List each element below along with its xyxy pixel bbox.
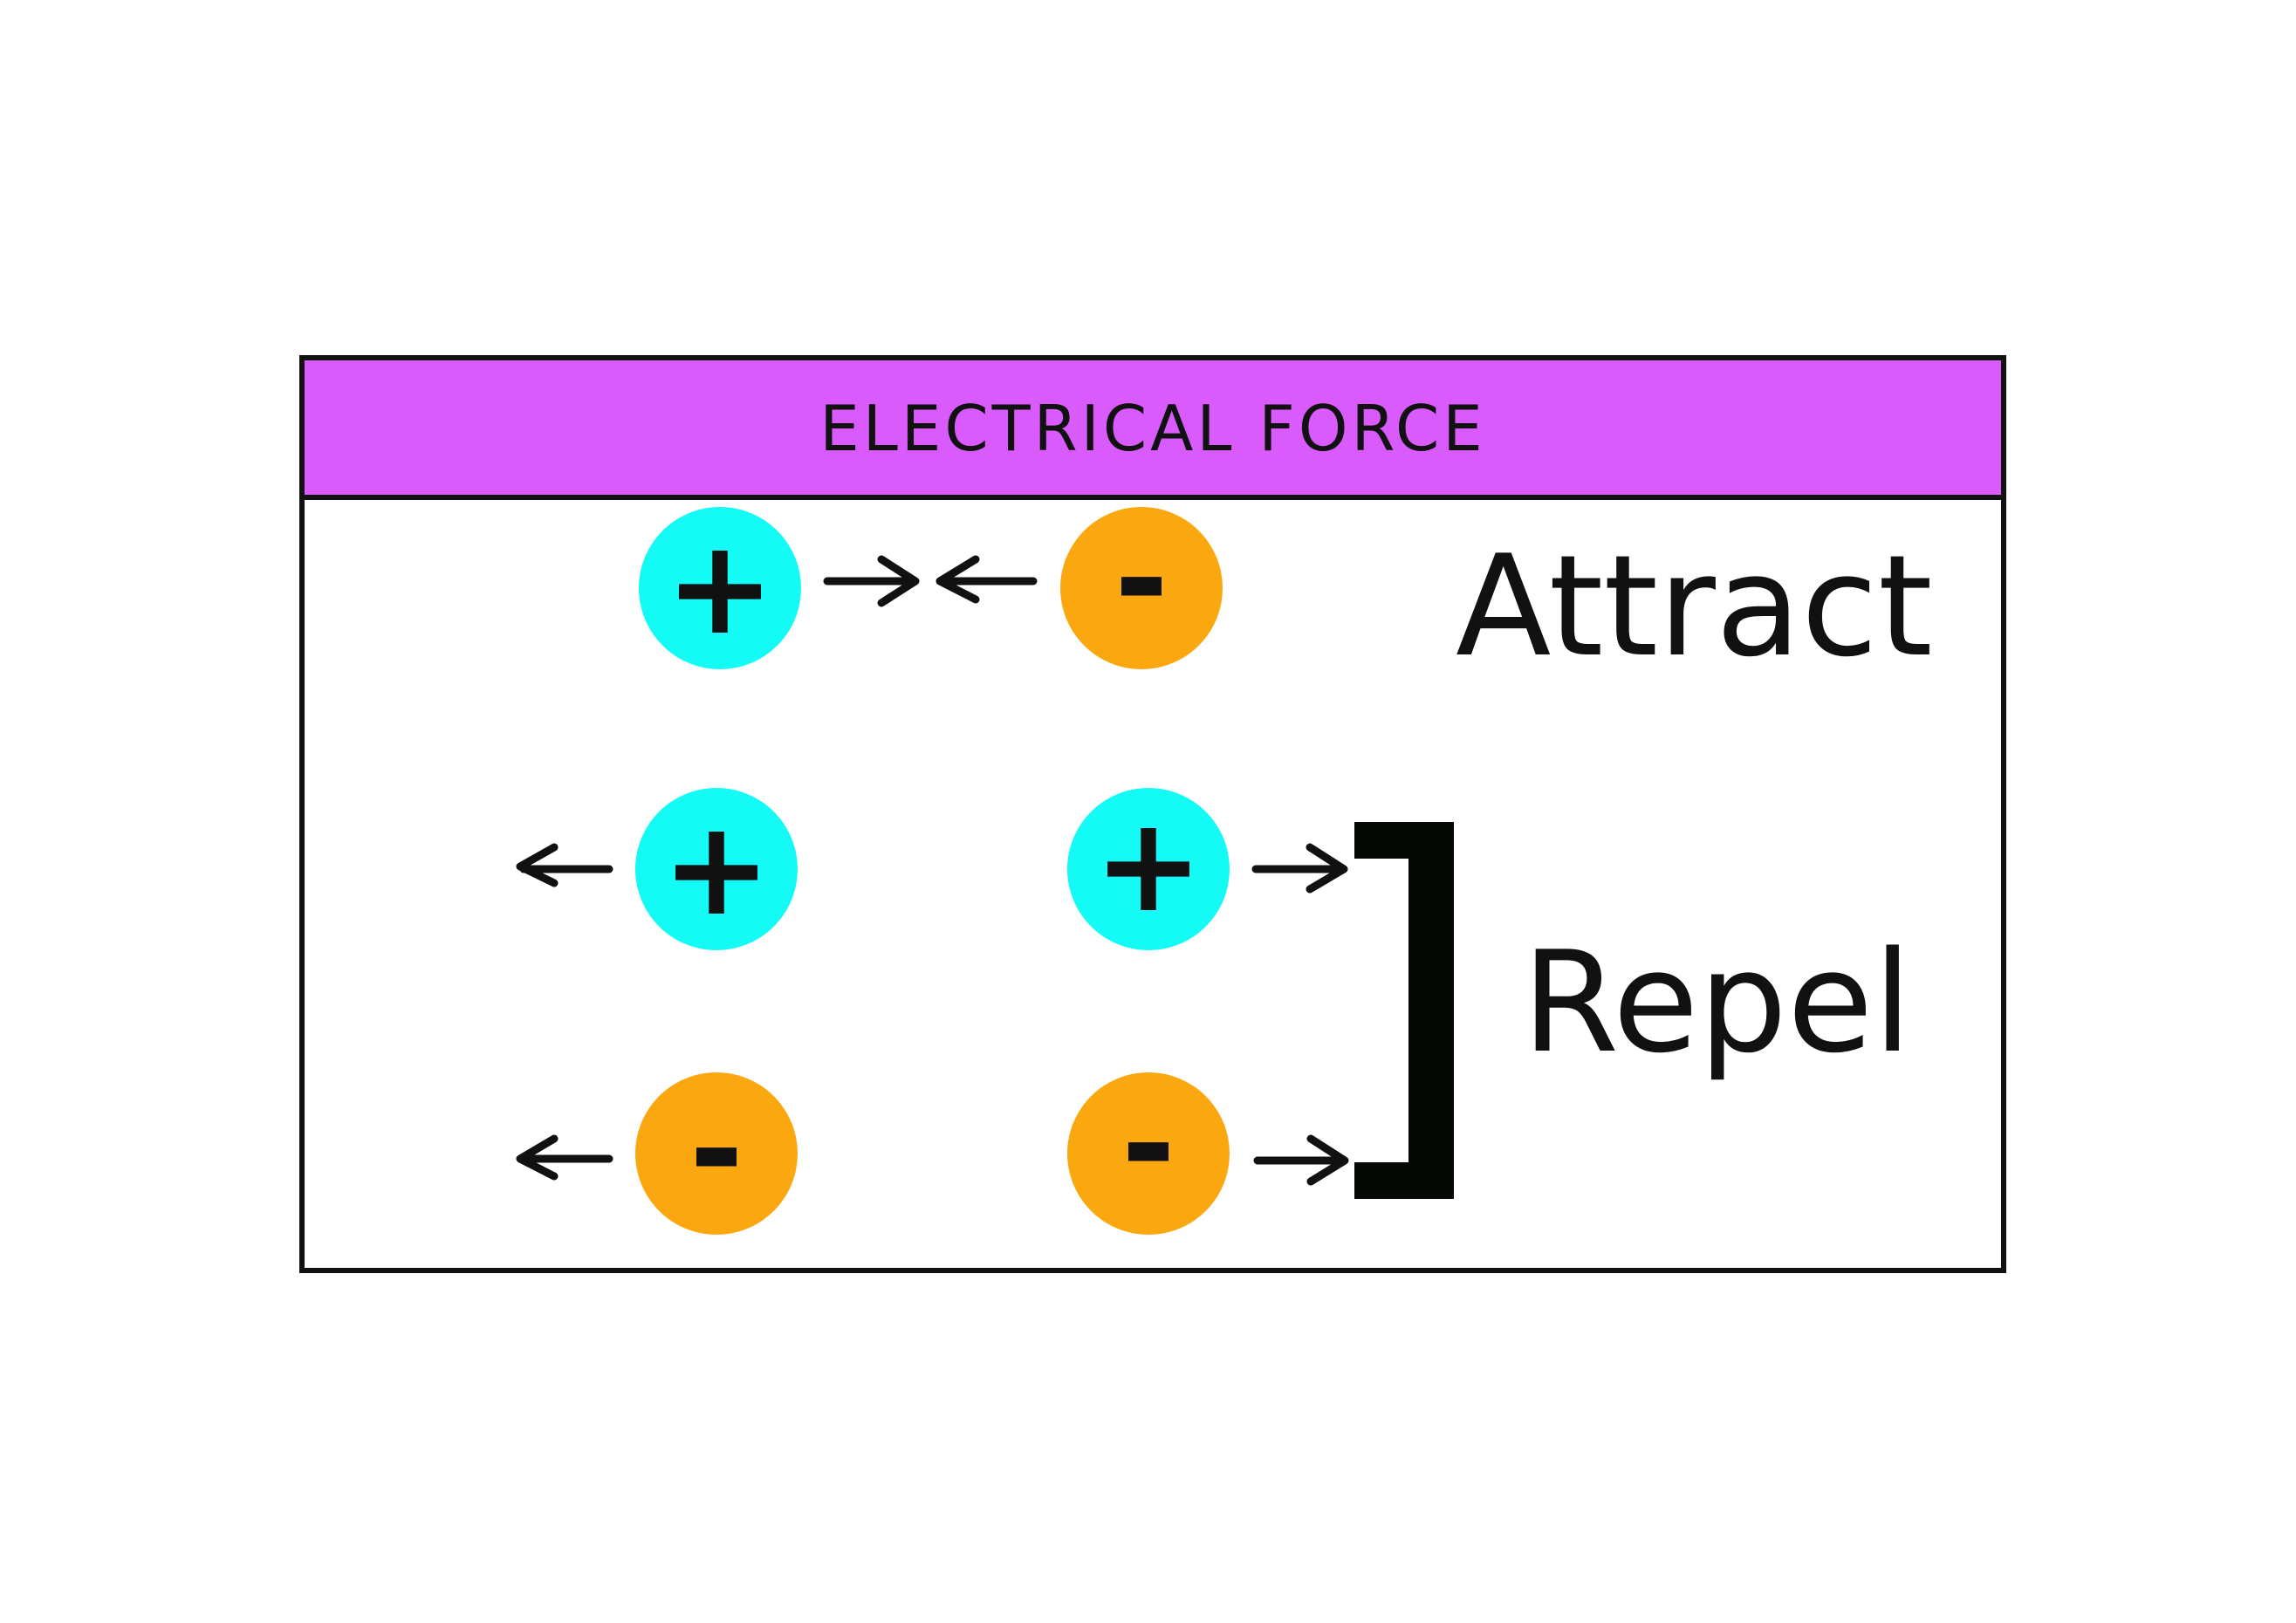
arrow-left-icon	[936, 555, 1038, 604]
negative-charge-attract	[1060, 507, 1223, 669]
arrow-right-icon	[823, 555, 920, 607]
positive-charge-attract	[639, 507, 801, 669]
arrow-left-icon	[516, 1134, 613, 1181]
arrow-right-icon	[1251, 843, 1348, 894]
negative-sign: -	[689, 1074, 744, 1226]
attract-label: Attract	[1456, 524, 1933, 688]
positive-sign: +	[1093, 790, 1203, 942]
negative-sign: -	[1121, 1069, 1175, 1221]
positive-charge-repel-left	[635, 788, 798, 950]
repel-label: Repel	[1522, 921, 1912, 1084]
diagram-title: ELECTRICAL FORCE	[819, 392, 1485, 465]
negative-sign: -	[1114, 503, 1169, 655]
negative-charge-repel-left	[635, 1072, 798, 1235]
positive-charge-repel-right	[1067, 788, 1230, 950]
positive-sign: +	[665, 512, 775, 664]
positive-sign: +	[661, 793, 771, 945]
repel-bracket	[1354, 822, 1454, 1199]
negative-charge-repel-right	[1067, 1072, 1230, 1235]
header-band	[299, 355, 2006, 500]
arrow-left-icon	[516, 843, 613, 887]
arrow-right-icon	[1253, 1134, 1349, 1186]
